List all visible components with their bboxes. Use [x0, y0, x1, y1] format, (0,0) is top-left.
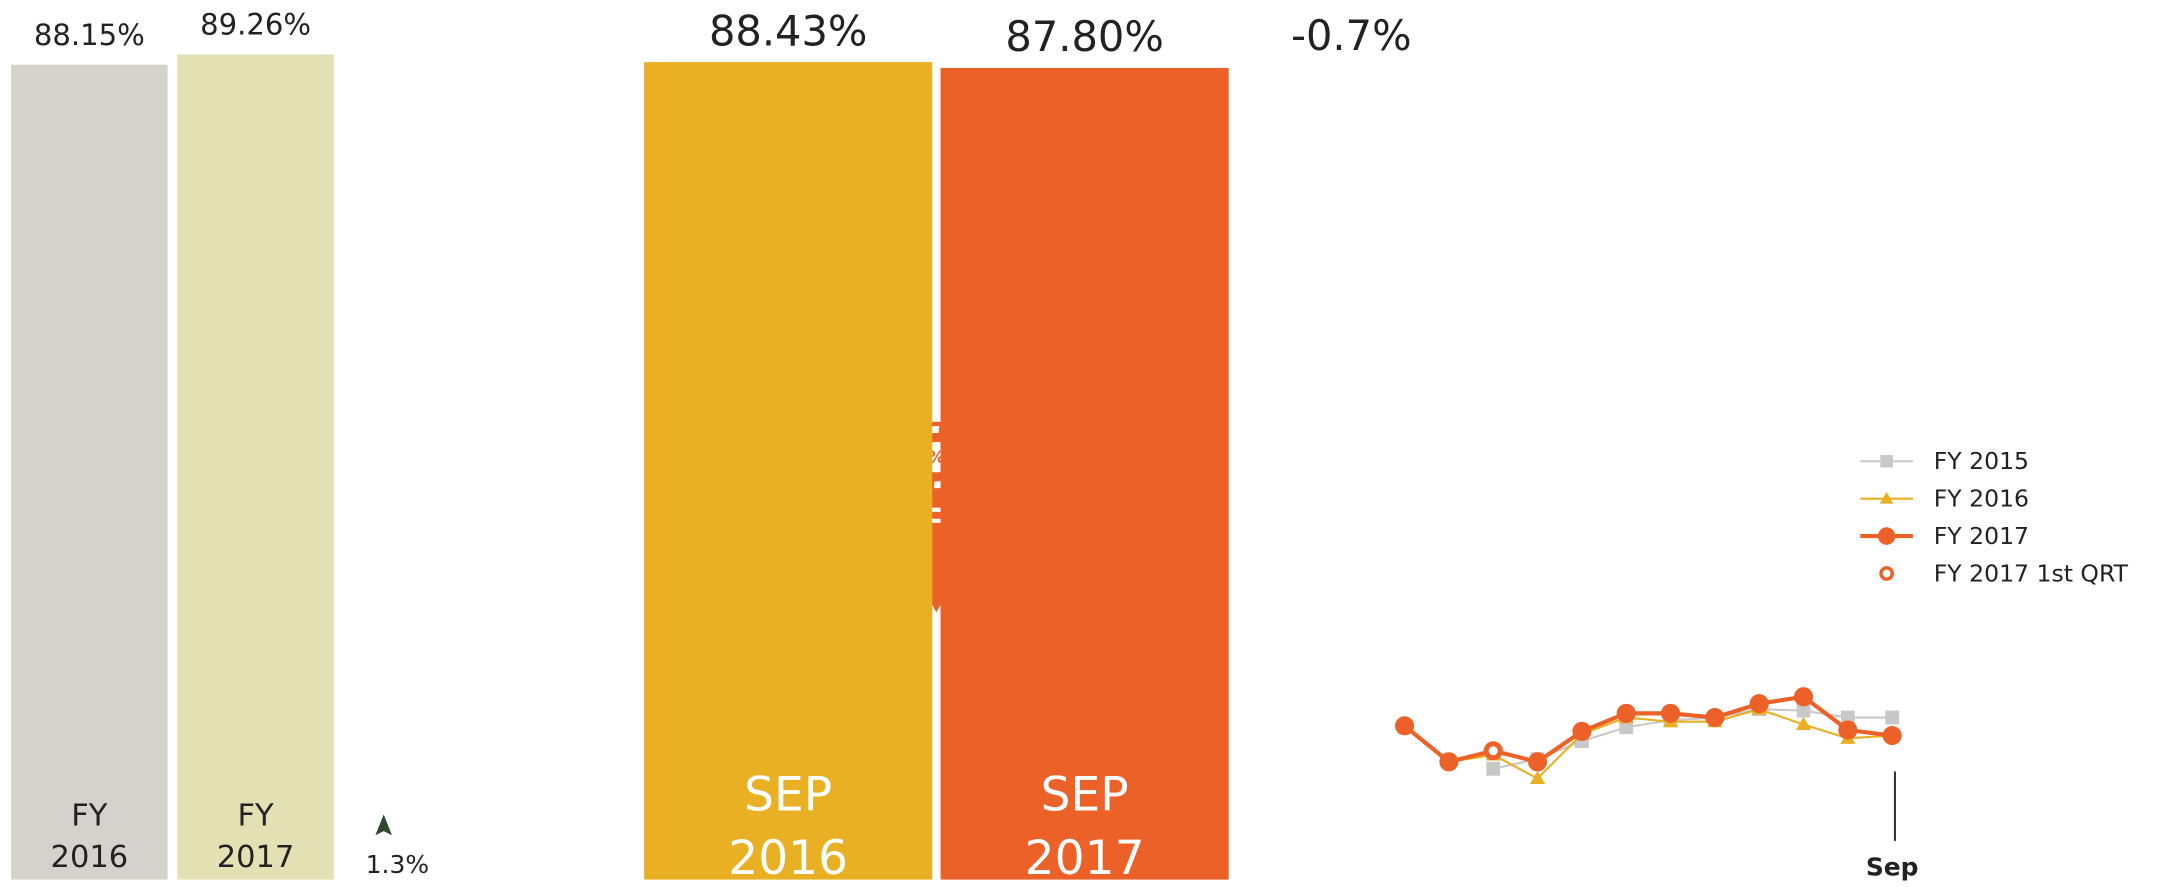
legend-marker: [1877, 527, 1896, 545]
value-label: 87.80%: [1005, 12, 1163, 61]
change-annotation: 1.3%: [366, 850, 429, 879]
bar: [940, 67, 1229, 880]
legend-label: FY 2017: [1934, 522, 2029, 550]
marker: [1395, 716, 1415, 736]
value-label: 88.15%: [34, 18, 145, 52]
bar: [644, 62, 933, 880]
legend-marker: [1879, 491, 1894, 504]
value-label: 88.43%: [709, 6, 867, 55]
marker: [1439, 752, 1459, 772]
marker: [1572, 721, 1592, 741]
marker: [1705, 707, 1725, 728]
legend-label: FY 2017 1st QRT: [1934, 559, 2129, 587]
marker: [1795, 716, 1812, 731]
legend-label: FY 2015: [1934, 447, 2029, 475]
legend-marker: [1879, 566, 1894, 581]
x-tick-label: Sep: [1866, 853, 1919, 882]
marker: [1796, 703, 1811, 718]
legend-label: FY 2016: [1934, 485, 2029, 513]
marker: [1838, 720, 1858, 740]
marker: [1528, 752, 1548, 772]
category-label: SEP 2016: [728, 767, 849, 887]
marker: [1660, 703, 1681, 723]
category-label: SEP 2017: [1024, 767, 1145, 887]
category-label: FY 2016: [50, 799, 129, 876]
marker: [1882, 725, 1902, 746]
marker: [1485, 742, 1502, 759]
category-label: FY 2017: [216, 799, 295, 876]
marker: [1619, 720, 1634, 735]
trend-up-arrow: [375, 814, 393, 836]
series-line: [1403, 708, 1893, 780]
legend-marker: [1880, 455, 1893, 468]
value-label: 89.26%: [200, 8, 311, 42]
marker: [1616, 703, 1636, 723]
marker: [1793, 687, 1814, 707]
marker: [1486, 761, 1501, 776]
bar: [177, 54, 334, 880]
bar: [11, 64, 168, 880]
change-annotation: -0.7%: [1291, 11, 1412, 60]
marker: [1840, 710, 1855, 725]
marker: [1529, 770, 1546, 785]
marker: [1885, 710, 1900, 725]
marker: [1749, 694, 1769, 714]
